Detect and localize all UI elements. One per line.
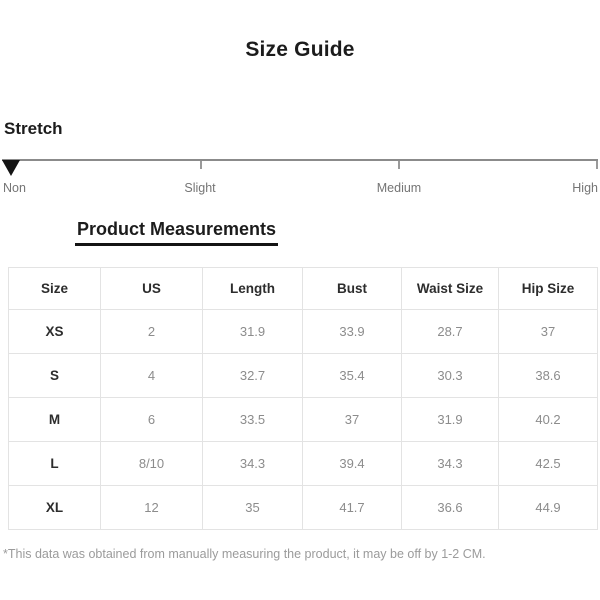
- table-cell: 28.7: [401, 309, 499, 354]
- table-cell: L: [8, 441, 101, 486]
- table-cell: 33.9: [302, 309, 402, 354]
- column-header-bust: Bust: [302, 267, 402, 310]
- stretch-level-high: High: [572, 181, 598, 195]
- stretch-level-slight: Slight: [184, 181, 216, 195]
- table-cell: 35.4: [302, 353, 402, 398]
- table-cell: 31.9: [202, 309, 303, 354]
- column-header-us: US: [100, 267, 203, 310]
- stretch-level-labels: Non Slight Medium High: [0, 181, 600, 197]
- table-row-s: S 4 32.7 35.4 30.3 38.6: [8, 353, 598, 398]
- table-row-xs: XS 2 31.9 33.9 28.7 37: [8, 309, 598, 354]
- table-cell: 8/10: [100, 441, 203, 486]
- table-header-row: Size US Length Bust Waist Size Hip Size: [8, 267, 598, 310]
- table-cell: 30.3: [401, 353, 499, 398]
- stretch-tick-medium: [398, 161, 400, 169]
- stretch-level-medium: Medium: [376, 181, 422, 195]
- table-cell: 42.5: [498, 441, 598, 486]
- table-cell: 40.2: [498, 397, 598, 442]
- table-cell: 35: [202, 485, 303, 530]
- table-cell: 41.7: [302, 485, 402, 530]
- page-title: Size Guide: [245, 38, 355, 61]
- measurements-heading: Product Measurements: [75, 219, 279, 246]
- stretch-tick-high: [596, 161, 598, 169]
- table-cell: M: [8, 397, 101, 442]
- measurements-table: Size US Length Bust Waist Size Hip Size …: [8, 267, 598, 530]
- table-cell: 32.7: [202, 353, 303, 398]
- table-cell: 31.9: [401, 397, 499, 442]
- triangle-down-icon: [2, 160, 20, 176]
- table-cell: 44.9: [498, 485, 598, 530]
- table-cell: 6: [100, 397, 203, 442]
- table-row-m: M 6 33.5 37 31.9 40.2: [8, 397, 598, 442]
- column-header-waist: Waist Size: [401, 267, 499, 310]
- table-cell: 37: [302, 397, 402, 442]
- stretch-section-label: Stretch: [4, 119, 63, 138]
- measurement-disclaimer: *This data was obtained from manually me…: [3, 547, 486, 561]
- table-cell: 33.5: [202, 397, 303, 442]
- table-cell: XS: [8, 309, 101, 354]
- table-cell: 12: [100, 485, 203, 530]
- stretch-scale: [2, 159, 598, 176]
- table-cell: XL: [8, 485, 101, 530]
- column-header-hip: Hip Size: [498, 267, 598, 310]
- table-cell: 4: [100, 353, 203, 398]
- table-cell: S: [8, 353, 101, 398]
- table-cell: 36.6: [401, 485, 499, 530]
- table-cell: 2: [100, 309, 203, 354]
- table-row-l: L 8/10 34.3 39.4 34.3 42.5: [8, 441, 598, 486]
- column-header-size: Size: [8, 267, 101, 310]
- table-cell: 39.4: [302, 441, 402, 486]
- column-header-length: Length: [202, 267, 303, 310]
- table-cell: 34.3: [202, 441, 303, 486]
- table-row-xl: XL 12 35 41.7 36.6 44.9: [8, 485, 598, 530]
- table-cell: 37: [498, 309, 598, 354]
- stretch-level-non: Non: [3, 181, 26, 195]
- stretch-tick-slight: [200, 161, 202, 169]
- table-cell: 34.3: [401, 441, 499, 486]
- table-cell: 38.6: [498, 353, 598, 398]
